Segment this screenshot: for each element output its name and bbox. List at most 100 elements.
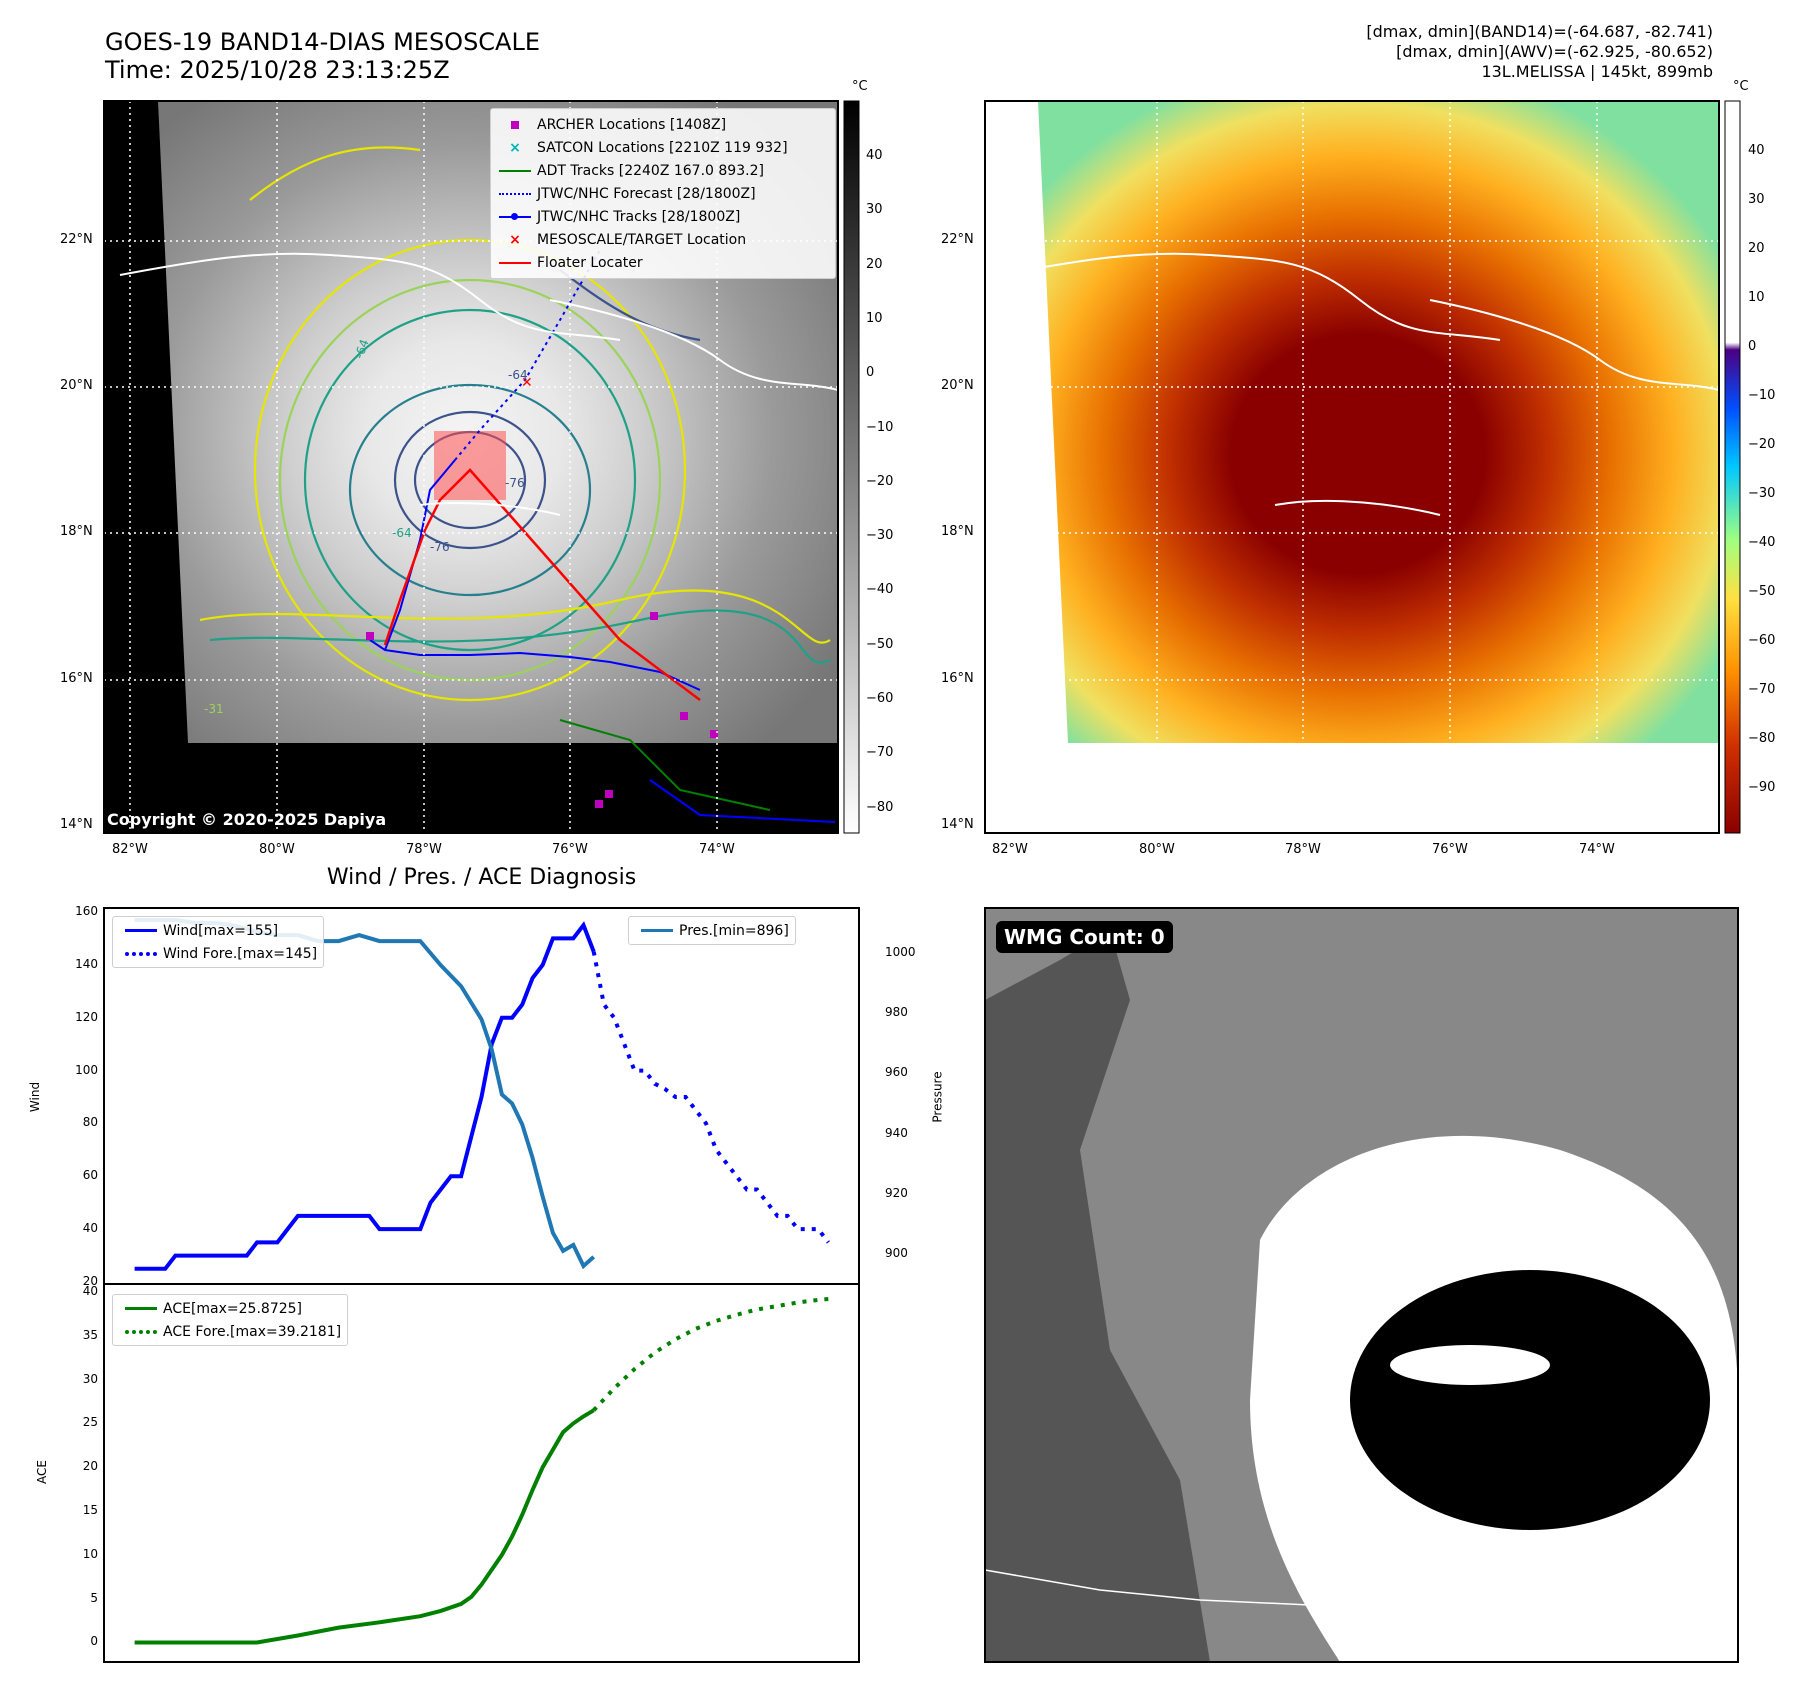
adt-track — [559, 719, 771, 811]
copyright-notice: Copyright © 2020-2025 Dapiya — [107, 810, 387, 829]
colorbar-unit: °C — [1733, 79, 1749, 94]
wind-legend: Wind[max=155] Wind Fore.[max=145] — [112, 916, 325, 968]
coastlines — [119, 252, 839, 516]
mesoscale-target-marker: ✕ — [521, 375, 533, 391]
colorbar-tick-label: −40 — [866, 582, 894, 598]
ir-map-frame — [103, 100, 839, 834]
axis-tick-label: 35 — [82, 1327, 98, 1342]
legend-item-wind: Wind[max=155] — [119, 919, 317, 942]
lon-tick: 74°W — [1579, 842, 1615, 857]
line-icon — [119, 1307, 163, 1310]
colorbar-tick-label: −20 — [866, 473, 894, 489]
stats-band14: [dmax, dmin](BAND14)=(-64.687, -82.741) — [1366, 22, 1713, 41]
lat-tick: 14°N — [60, 817, 93, 832]
nhc-track — [369, 639, 701, 691]
axis-tick-label: 120 — [75, 1009, 98, 1024]
legend-item-wind-forecast: Wind Fore.[max=145] — [119, 942, 317, 965]
x-marker-icon: × — [509, 231, 521, 248]
axis-tick-label: 80 — [82, 1115, 98, 1130]
wmg-frame — [984, 907, 1739, 1663]
stats-awv: [dmax, dmin](AWV)=(-62.925, -80.652) — [1396, 42, 1713, 61]
axis-tick-label: 960 — [885, 1065, 908, 1080]
axis-tick-label: 10 — [82, 1546, 98, 1561]
wind-forecast-series-line — [591, 951, 830, 1244]
ir-map-legend: ARCHER Locations [1408Z] × SATCON Locatio… — [490, 108, 836, 279]
axis-tick-label: 30 — [82, 1371, 98, 1386]
title-line-2: Time: 2025/10/28 23:13:25Z — [105, 56, 450, 84]
wind-series-line — [134, 921, 596, 1271]
colorbar-tick-label: 0 — [866, 365, 875, 381]
lon-tick: 74°W — [699, 842, 735, 857]
legend-item-target: × MESOSCALE/TARGET Location — [493, 228, 833, 251]
lat-tick: 18°N — [60, 524, 93, 539]
x-marker-icon: × — [509, 139, 521, 156]
nhc-track-north — [384, 459, 456, 651]
colorbar-tick-label: −70 — [866, 745, 894, 761]
dotted-line-icon — [119, 951, 163, 956]
ace-series-line — [134, 1408, 595, 1645]
axis-tick-label: 20 — [82, 1274, 98, 1288]
ir-colorbar — [843, 100, 860, 834]
figure-title: GOES-19 BAND14-DIAS MESOSCALE Time: 2025… — [105, 28, 540, 84]
legend-item-pressure: Pres.[min=896] — [635, 919, 789, 942]
wmg-coastline — [984, 1569, 1311, 1606]
lon-tick: 76°W — [1432, 842, 1468, 857]
nhc-forecast — [454, 249, 601, 461]
colorbar-tick-label: 40 — [866, 148, 883, 163]
contour-label: -76 — [505, 476, 525, 490]
colorbar-tick-label: 20 — [866, 256, 883, 272]
colorbar-tick-label: −80 — [1748, 731, 1776, 746]
floater-box — [434, 431, 506, 500]
wmg-count-badge: WMG Count: 0 — [996, 921, 1173, 953]
colorbar-tick-label: −40 — [1748, 535, 1776, 550]
lat-tick: 14°N — [941, 817, 974, 832]
lat-tick: 16°N — [60, 671, 93, 686]
lat-tick: 22°N — [60, 232, 93, 247]
axis-tick-label: 940 — [885, 1125, 908, 1140]
legend-item-satcon: × SATCON Locations [2210Z 119 932] — [493, 136, 833, 159]
chart-title: Wind / Pres. / ACE Diagnosis — [326, 865, 637, 890]
axis-tick-label: 920 — [885, 1185, 908, 1200]
wmg-eye-region — [1350, 1270, 1710, 1530]
lat-tick: 20°N — [60, 378, 93, 393]
archer-markers — [366, 612, 718, 808]
legend-item-floater: Floater Locater — [493, 251, 833, 274]
axis-tick-label: 100 — [75, 1062, 98, 1077]
axis-tick-label: 900 — [885, 1245, 908, 1260]
lon-tick: 82°W — [992, 842, 1028, 857]
lon-tick: 76°W — [552, 842, 588, 857]
wmg-dark-band — [985, 930, 1210, 1662]
colorbar-tick-label: 30 — [866, 202, 883, 218]
axis-tick-label: 40 — [82, 1221, 98, 1236]
colorbar-tick-label: −20 — [1748, 437, 1776, 452]
colorbar-tick-label: −50 — [866, 636, 894, 652]
contour-label: -64 — [508, 368, 528, 382]
lat-tick: 16°N — [941, 671, 974, 686]
legend-item-tracks: JTWC/NHC Tracks [28/1800Z] — [493, 205, 833, 228]
colorbar-tick-label: 30 — [1748, 192, 1765, 207]
square-marker-icon — [493, 120, 537, 129]
pressure-axis-label: Pressure — [930, 1071, 945, 1123]
colorbar-tick-label: −60 — [1748, 633, 1776, 648]
line-icon — [635, 929, 679, 932]
line-icon — [119, 929, 163, 932]
floater-locater-track — [383, 468, 701, 701]
lon-tick: 78°W — [1285, 842, 1321, 857]
contour-label: -64 — [392, 526, 412, 540]
colorbar-tick-label: −30 — [866, 528, 894, 544]
dotted-line-icon — [493, 192, 537, 195]
colorbar-tick-label: −90 — [1748, 780, 1776, 795]
line-icon — [493, 169, 537, 172]
axis-tick-label: 20 — [82, 1459, 98, 1474]
colorbar-tick-label: −10 — [866, 419, 894, 435]
legend-item-archer: ARCHER Locations [1408Z] — [493, 113, 833, 136]
lat-tick: 22°N — [941, 232, 974, 247]
colorbar-tick-label: 40 — [1748, 143, 1765, 158]
contour-label: -76 — [430, 540, 450, 554]
axis-tick-label: 40 — [82, 1284, 98, 1298]
storm-info: 13L.MELISSA | 145kt, 899mb — [1481, 62, 1713, 81]
colorbar-tick-label: −50 — [1748, 584, 1776, 599]
axis-tick-label: 0 — [90, 1634, 98, 1649]
title-line-1: GOES-19 BAND14-DIAS MESOSCALE — [105, 28, 541, 56]
